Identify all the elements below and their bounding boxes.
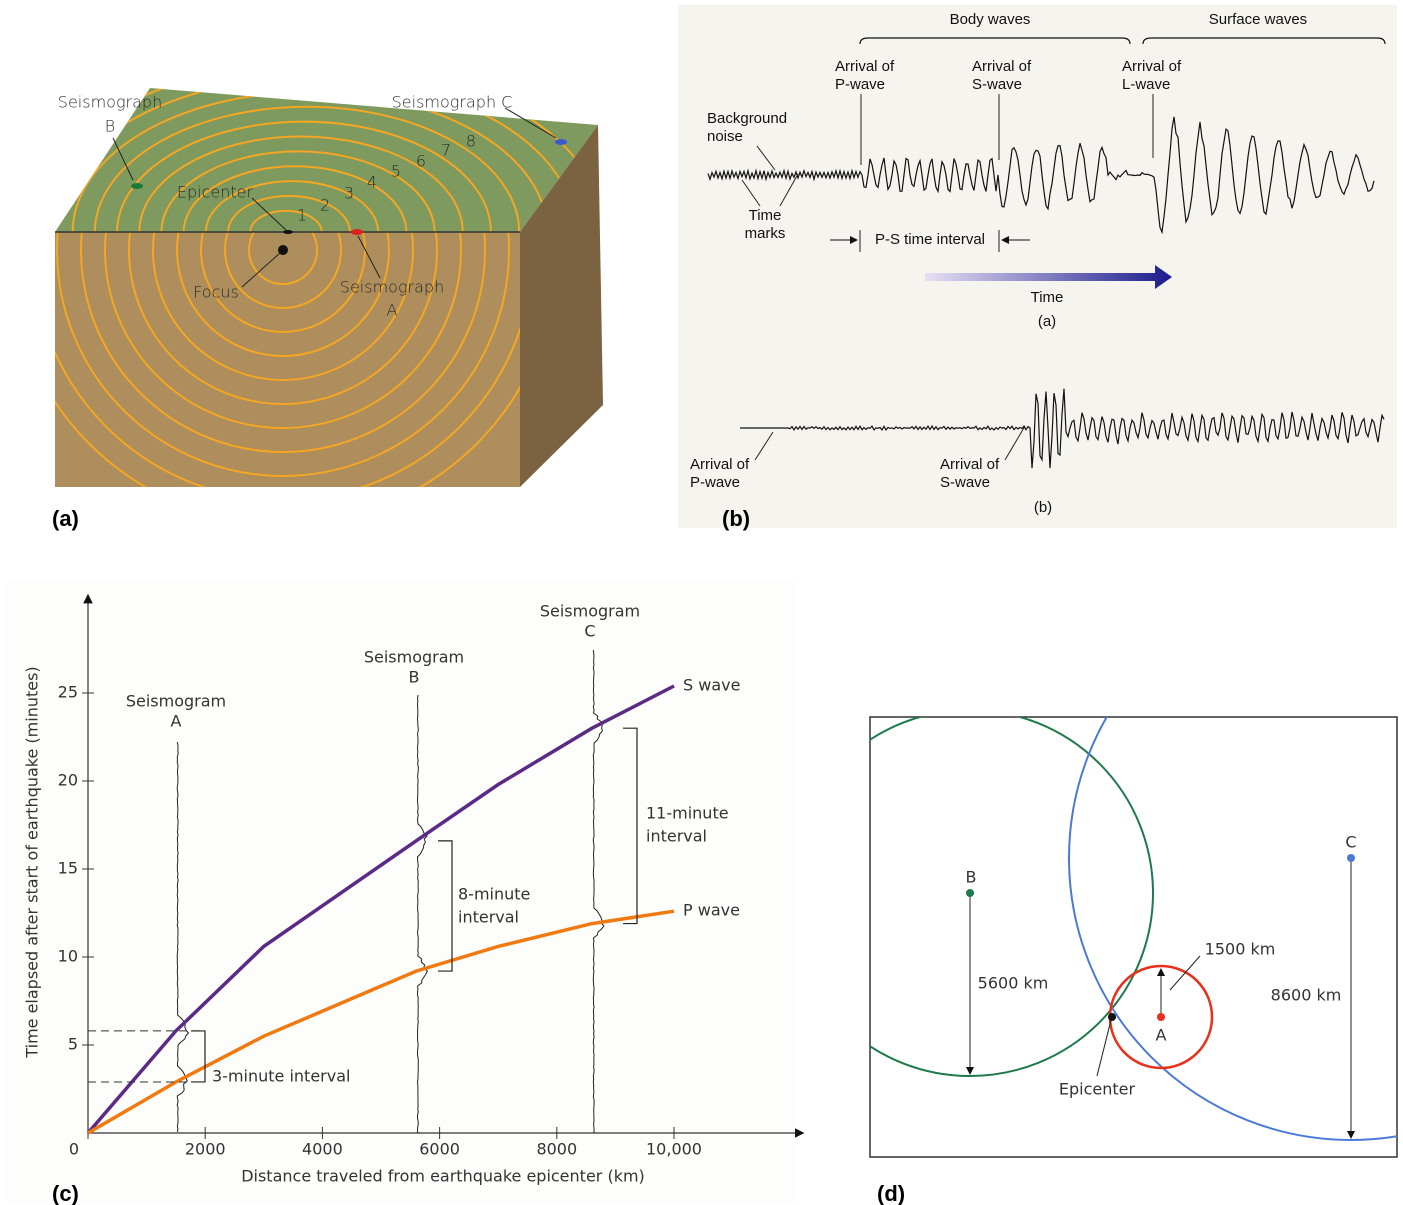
label: Focus [193,283,239,302]
x-axis-label: Distance traveled from earthquake epicen… [241,1167,645,1186]
wavefront-number: 3 [344,184,354,203]
label: 5600 km [978,974,1049,993]
label: Seismogram [540,602,640,621]
station-c [1347,854,1355,862]
label: 3-minute interval [212,1067,350,1086]
label: P-wave [835,76,885,93]
station-a [1157,1013,1165,1021]
x-tick-label: 0 [69,1140,79,1159]
label: S-wave [972,76,1022,93]
y-tick-label: 10 [58,947,78,966]
label: Epicenter [1059,1080,1136,1099]
label: Body waves [950,11,1031,28]
label: P-S time interval [875,231,985,248]
label: 8600 km [1271,986,1342,1005]
epicenter-dot [1108,1013,1116,1021]
label: 11-minute [646,804,729,823]
seismograph-c [555,139,567,145]
wavefront-number: 6 [416,152,426,171]
label: 8-minute [458,885,530,904]
wavefront-number: 2 [320,196,330,215]
panel-label: (a) [52,506,79,531]
label: Arrival of [1122,58,1182,75]
label: L-wave [1122,76,1170,93]
y-tick-label: 5 [68,1035,78,1054]
label: Surface waves [1209,11,1307,28]
panel-b-bg [678,5,1397,528]
label: interval [646,827,707,846]
x-tick-label: 10,000 [646,1140,702,1159]
label: Seismogram [126,692,226,711]
block-front [55,232,520,487]
label: Time [1031,289,1064,306]
epicenter-dot [283,230,293,234]
label: Background [707,110,787,127]
label: B [105,117,115,136]
x-tick-label: 8000 [536,1140,577,1159]
panel-a [9,0,604,524]
label: Arrival of [940,456,1000,473]
x-tick-label: 6000 [419,1140,460,1159]
x-tick-label: 2000 [185,1140,226,1159]
label: marks [745,225,786,242]
y-tick-label: 25 [58,683,78,702]
wavefront-number: 5 [391,162,401,181]
figure: Seismograph B Seismograph C Epicenter Focus S… [0,0,1403,1205]
label: P-wave [690,474,740,491]
label: Arrival of [835,58,895,75]
label: Arrival of [690,456,750,473]
label: S-wave [940,474,990,491]
label: (b) [1034,499,1052,516]
label: 1500 km [1205,940,1276,959]
label: B [409,668,420,687]
panel-label: (b) [722,506,750,531]
wavefront-number: 7 [441,141,451,160]
label: noise [707,128,743,145]
label: Seismograph [58,93,162,112]
label: Arrival of [972,58,1032,75]
wavefront-number: 1 [297,206,307,225]
label: Seismograph [340,278,444,297]
panel-label: (c) [52,1181,79,1205]
label: A [1156,1026,1167,1045]
label: A [387,301,398,320]
label: Seismograph C [392,93,513,112]
station-b [966,889,974,897]
seismograph-a [351,229,363,235]
label: B [966,868,977,887]
panel-c-bg [5,582,798,1202]
y-tick-label: 20 [58,771,78,790]
panel-label: (d) [877,1181,905,1205]
seismograph-b [131,183,143,189]
label: C [1345,833,1356,852]
label: Time [749,207,782,224]
label: (a) [1038,313,1056,330]
label: interval [458,908,519,927]
y-axis-label: Time elapsed after start of earthquake (… [23,666,42,1058]
wavefront-number: 8 [466,132,476,151]
series-label: P wave [683,901,740,920]
label: C [584,622,595,641]
label: Seismogram [364,648,464,667]
series-label: S wave [683,675,740,694]
y-tick-label: 15 [58,859,78,878]
wavefront-number: 4 [367,173,377,192]
label: Epicenter [177,183,254,202]
label: A [171,712,182,731]
x-tick-label: 4000 [302,1140,343,1159]
